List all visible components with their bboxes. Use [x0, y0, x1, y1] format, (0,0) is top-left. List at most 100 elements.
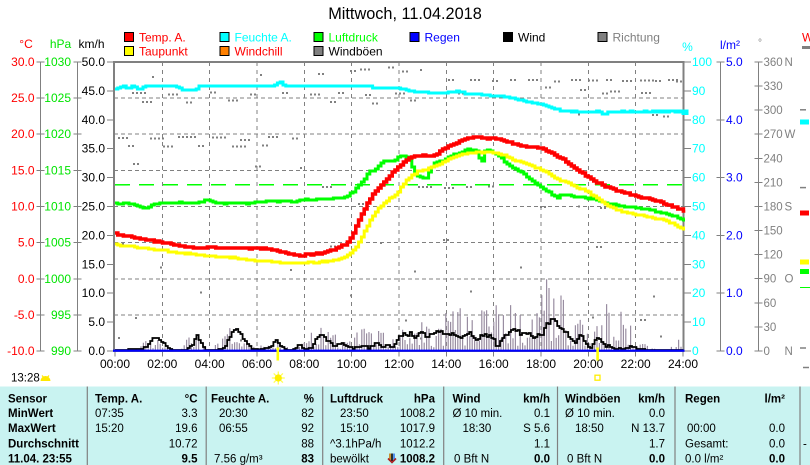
- svg-text:W: W: [802, 31, 810, 45]
- svg-text:210: 210: [764, 177, 783, 189]
- svg-text:06:00: 06:00: [242, 357, 272, 371]
- svg-text:80: 80: [692, 113, 706, 127]
- svg-text:5.0: 5.0: [726, 55, 743, 69]
- svg-text:Windböen: Windböen: [565, 394, 620, 406]
- svg-text:270: 270: [764, 129, 783, 141]
- svg-text:88: 88: [301, 439, 314, 451]
- svg-text:1008.2: 1008.2: [400, 408, 435, 420]
- svg-text:10.72: 10.72: [169, 439, 198, 451]
- svg-text:60: 60: [692, 171, 706, 185]
- svg-text:1020: 1020: [44, 127, 71, 141]
- svg-text:15:10: 15:10: [340, 423, 369, 435]
- svg-text:Temp. A.: Temp. A.: [139, 31, 186, 45]
- svg-text:20.0: 20.0: [82, 228, 106, 242]
- svg-text:Feuchte A.: Feuchte A.: [235, 31, 292, 45]
- svg-text:Wind: Wind: [453, 394, 481, 406]
- svg-text:%: %: [682, 40, 693, 54]
- svg-text:l/m²: l/m²: [765, 394, 786, 406]
- svg-text:00:00: 00:00: [100, 357, 130, 371]
- svg-text:150: 150: [764, 226, 783, 238]
- svg-text:%: %: [304, 394, 314, 406]
- svg-text:5.0: 5.0: [18, 236, 35, 250]
- svg-text:0.0: 0.0: [769, 454, 785, 465]
- svg-text:40: 40: [692, 228, 706, 242]
- svg-text:Gesamt:: Gesamt:: [685, 439, 728, 451]
- svg-text:0.0: 0.0: [769, 423, 785, 435]
- svg-text:0.0: 0.0: [726, 344, 743, 358]
- svg-text:25.0: 25.0: [11, 91, 35, 105]
- svg-text:00:00: 00:00: [687, 423, 716, 435]
- svg-text:20: 20: [692, 286, 706, 300]
- svg-text:hPa: hPa: [414, 394, 436, 406]
- svg-text:5.0: 5.0: [88, 315, 105, 329]
- svg-text:3.3: 3.3: [182, 408, 198, 420]
- svg-text:Feuchte A.: Feuchte A.: [211, 394, 269, 406]
- svg-text:Taupunkt: Taupunkt: [139, 45, 188, 59]
- svg-text:08:00: 08:00: [289, 357, 319, 371]
- svg-text:04:00: 04:00: [195, 357, 225, 371]
- svg-text:9.5: 9.5: [182, 454, 199, 465]
- svg-text:hPa: hPa: [50, 37, 72, 51]
- svg-text:18:30: 18:30: [463, 423, 492, 435]
- svg-text:MinWert: MinWert: [8, 408, 53, 420]
- svg-text:50: 50: [692, 200, 706, 214]
- svg-text:0.0: 0.0: [649, 454, 665, 465]
- svg-text:25.0: 25.0: [82, 200, 106, 214]
- svg-text:100: 100: [692, 55, 712, 69]
- svg-text:Temp. A.: Temp. A.: [95, 394, 142, 406]
- svg-text:MaxWert: MaxWert: [8, 423, 56, 435]
- svg-text:22:00: 22:00: [621, 357, 651, 371]
- svg-text:Ø 10 min.: Ø 10 min.: [453, 408, 503, 420]
- svg-text:15.0: 15.0: [82, 257, 106, 271]
- svg-text:20.0: 20.0: [11, 127, 35, 141]
- svg-text:40.0: 40.0: [82, 113, 106, 127]
- svg-text:0 Bft N: 0 Bft N: [454, 454, 489, 465]
- svg-text:N: N: [785, 57, 793, 69]
- svg-text:12:00: 12:00: [384, 357, 414, 371]
- svg-text:0.0: 0.0: [769, 439, 785, 451]
- svg-text:-10.0: -10.0: [7, 344, 35, 358]
- svg-text:82: 82: [301, 408, 314, 420]
- svg-text:Durchschnitt: Durchschnitt: [8, 439, 79, 451]
- svg-text:Ø 10 min.: Ø 10 min.: [565, 408, 615, 420]
- svg-text:Luftdruck: Luftdruck: [329, 31, 379, 45]
- svg-text:90: 90: [692, 84, 706, 98]
- svg-text:24:00: 24:00: [668, 357, 698, 371]
- svg-text:^3.1hPa/h: ^3.1hPa/h: [330, 439, 381, 451]
- svg-text:W: W: [785, 129, 796, 141]
- svg-text:Richtung: Richtung: [613, 31, 660, 45]
- svg-text:1.0: 1.0: [726, 286, 743, 300]
- svg-text:23:50: 23:50: [340, 408, 369, 420]
- svg-text:92: 92: [301, 423, 314, 435]
- svg-text:°C: °C: [185, 394, 198, 406]
- svg-text:Wind: Wind: [518, 31, 545, 45]
- svg-text:Windböen: Windböen: [329, 45, 383, 59]
- svg-text:300: 300: [764, 105, 783, 117]
- svg-text:180: 180: [764, 202, 783, 214]
- svg-text:14:00: 14:00: [431, 357, 461, 371]
- svg-text:Regen: Regen: [685, 394, 720, 406]
- svg-text:1008.2: 1008.2: [400, 454, 435, 465]
- svg-text:O: O: [785, 274, 794, 286]
- svg-text:16:00: 16:00: [479, 357, 509, 371]
- svg-text:bewölkt: bewölkt: [330, 454, 370, 465]
- svg-text:1010: 1010: [44, 200, 71, 214]
- svg-text:83: 83: [301, 454, 314, 465]
- svg-text:4.0: 4.0: [726, 113, 743, 127]
- svg-text:30: 30: [692, 257, 706, 271]
- svg-text:19.6: 19.6: [175, 423, 197, 435]
- svg-text:10: 10: [692, 315, 706, 329]
- svg-text:1005: 1005: [44, 236, 71, 250]
- svg-text:Regen: Regen: [425, 31, 460, 45]
- svg-text:10.0: 10.0: [11, 200, 35, 214]
- svg-text:km/h: km/h: [523, 394, 550, 406]
- svg-text:06:55: 06:55: [219, 423, 248, 435]
- svg-text:45.0: 45.0: [82, 84, 106, 98]
- svg-text:990: 990: [51, 344, 71, 358]
- svg-text:km/h: km/h: [78, 37, 104, 51]
- svg-text:7.56 g/m³: 7.56 g/m³: [214, 454, 263, 465]
- svg-text:1000: 1000: [44, 272, 71, 286]
- svg-text:1030: 1030: [44, 55, 71, 69]
- svg-text:0: 0: [692, 344, 699, 358]
- svg-text:0.0 l/m²: 0.0 l/m²: [685, 454, 724, 465]
